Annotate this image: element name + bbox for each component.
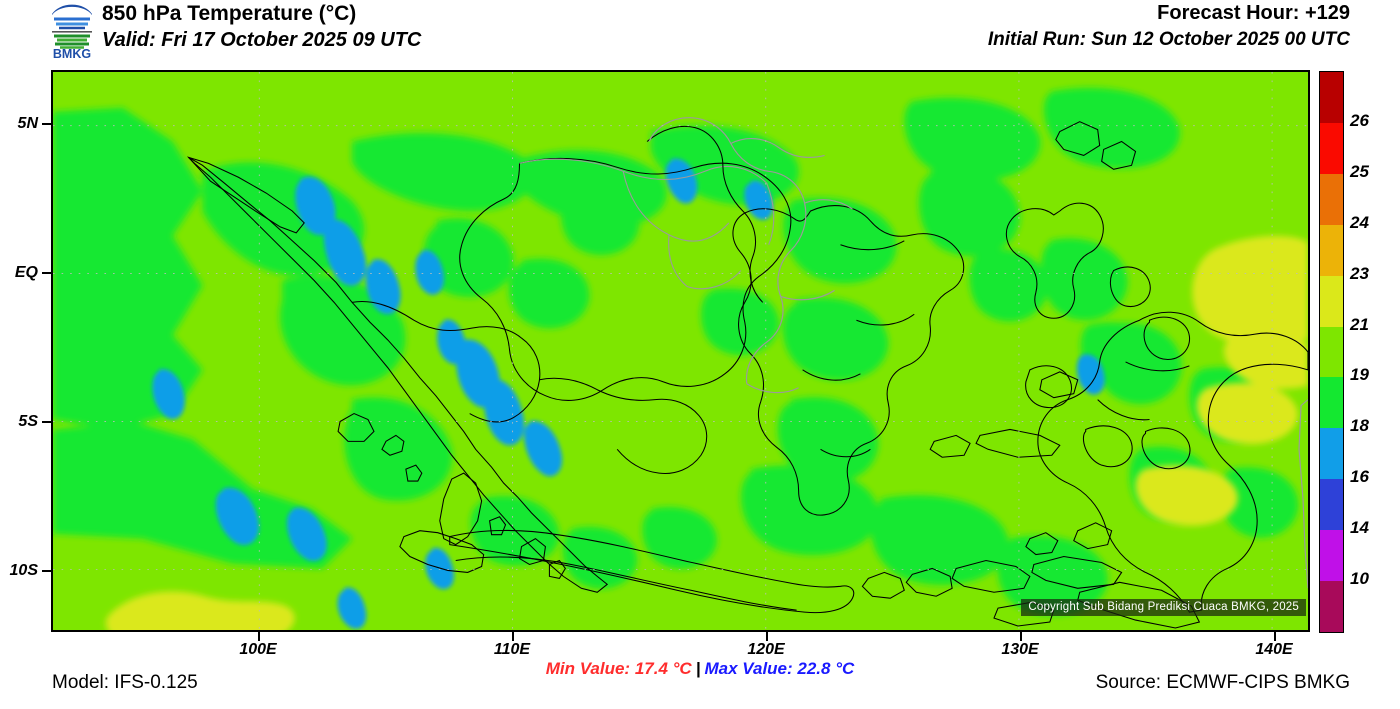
colorbar[interactable]	[1319, 71, 1344, 633]
model-label: Model: IFS-0.125	[52, 672, 198, 693]
colorbar-tick-21: 21	[1350, 314, 1369, 334]
colorbar-tick-19: 19	[1350, 365, 1369, 385]
lat-tick-5s	[42, 421, 51, 423]
source-label: Source: ECMWF-CIPS BMKG	[1095, 672, 1350, 693]
colorbar-band-6	[1320, 377, 1343, 429]
max-value-label: Max Value: 22.8 °C	[704, 659, 855, 678]
lon-label-110e: 110E	[493, 641, 531, 658]
min-value-label: Min Value: 17.4 °C	[545, 659, 692, 678]
lon-tick-120e	[766, 632, 768, 641]
field-21-23-yellow	[105, 235, 1308, 630]
lon-tick-130e	[1020, 632, 1022, 641]
valid-time-label: Valid: Fri 17 October 2025 09 UTC	[102, 29, 422, 51]
min-max-separator: |	[695, 659, 701, 678]
colorbar-band-1	[1320, 122, 1343, 174]
lat-label-5n: 5N	[17, 115, 38, 132]
colorbar-tick-24: 24	[1350, 212, 1369, 232]
colorbar-band-8	[1320, 479, 1343, 531]
lon-tick-100e	[258, 632, 260, 641]
lon-label-130e: 130E	[1001, 641, 1039, 658]
lon-label-140e: 140E	[1255, 641, 1293, 658]
header: BMKG 850 hPa Temperature (°C) Valid: Fri…	[0, 0, 1400, 62]
colorbar-band-10	[1320, 581, 1343, 632]
min-max-values: Min Value: 17.4 °C | Max Value: 22.8 °C	[0, 659, 1400, 679]
coastlines	[186, 117, 1308, 629]
colorbar-tick-25: 25	[1350, 161, 1369, 181]
lat-label-10s: 10S	[9, 562, 38, 579]
field-18-19-green	[53, 87, 1299, 616]
header-right-block: Forecast Hour: +129 Initial Run: Sun 12 …	[988, 0, 1350, 53]
colorbar-band-9	[1320, 530, 1343, 582]
initial-run-label: Initial Run: Sun 12 October 2025 00 UTC	[987, 29, 1350, 50]
temperature-field-map	[53, 72, 1308, 630]
logo-wordmark: BMKG	[53, 47, 91, 60]
colorbar-tick-23: 23	[1350, 263, 1369, 283]
bmkg-logo: BMKG	[44, 2, 100, 61]
lat-tick-5n	[42, 123, 51, 125]
lat-tick-10s	[42, 570, 51, 572]
colorbar-band-2	[1320, 173, 1343, 225]
colorbar-band-3	[1320, 224, 1343, 276]
page-title: 850 hPa Temperature (°C)	[102, 2, 357, 25]
lon-tick-140e	[1274, 632, 1276, 641]
logo-green-arcs	[54, 34, 90, 49]
lon-tick-110e	[512, 632, 514, 641]
colorbar-band-5	[1320, 326, 1343, 378]
lon-label-100e: 100E	[239, 641, 277, 658]
colorbar-band-7	[1320, 428, 1343, 480]
colorbar-tick-10: 10	[1350, 569, 1369, 589]
lat-tick-eq	[42, 272, 51, 274]
colorbar-tick-18: 18	[1350, 416, 1369, 436]
lat-label-5s: 5S	[18, 413, 38, 430]
lat-label-eq: EQ	[14, 264, 38, 281]
colorbar-tick-26: 26	[1350, 110, 1369, 130]
colorbar-band-4	[1320, 275, 1343, 327]
map-plot-area[interactable]: Copyright Sub Bidang Prediksi Cuaca BMKG…	[51, 70, 1310, 632]
colorbar-tick-14: 14	[1350, 518, 1369, 538]
forecast-hour-label: Forecast Hour: +129	[1157, 2, 1350, 24]
colorbar-tick-16: 16	[1350, 467, 1369, 487]
lon-label-120e: 120E	[747, 641, 785, 658]
title-block: 850 hPa Temperature (°C) Valid: Fri 17 O…	[102, 0, 421, 53]
colorbar-band-0	[1320, 72, 1343, 123]
copyright-watermark: Copyright Sub Bidang Prediksi Cuaca BMKG…	[1021, 599, 1306, 616]
logo-blue-arcs	[52, 4, 92, 30]
